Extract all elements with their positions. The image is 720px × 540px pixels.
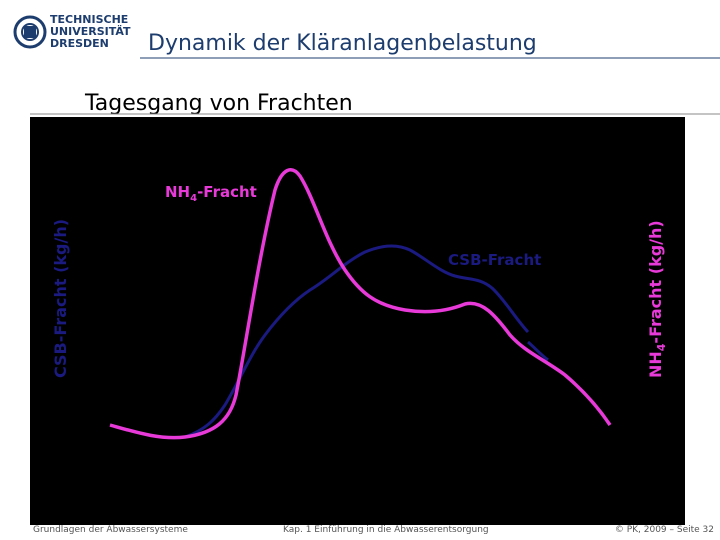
csb-label: CSB-Fracht: [448, 251, 541, 269]
text-part: -Fracht (kg/h): [646, 220, 665, 343]
slide-title: Dynamik der Kläranlagenbelastung: [148, 31, 537, 56]
right-axis-label: NH4-Fracht (kg/h): [646, 220, 668, 378]
text-part: NH: [165, 183, 190, 201]
logo-text: DRESDEN: [50, 37, 109, 50]
footer-left: Grundlagen der Abwassersysteme: [33, 525, 188, 535]
nh4-curve: [109, 168, 612, 440]
text-part: 4: [190, 193, 197, 204]
footer-right: © PK, 2009 – Seite 32: [615, 525, 714, 535]
csb-curve-end: [527, 340, 549, 362]
footer-center: Kap. 1 Einführung in die Abwasserentsorg…: [283, 525, 489, 535]
logo-text: TECHNISCHE: [50, 13, 128, 26]
text-part: 4: [655, 343, 668, 351]
text-part: NH: [646, 351, 665, 378]
left-axis-label: CSB-Fracht (kg/h): [51, 219, 70, 378]
nh4-label: NH4-Fracht: [165, 183, 257, 204]
logo-text: UNIVERSITÄT: [50, 24, 131, 38]
chart-background: [30, 117, 685, 525]
logo: TECHNISCHE UNIVERSITÄT DRESDEN: [13, 13, 131, 50]
subtitle: Tagesgang von Frachten: [84, 91, 353, 116]
text-part: -Fracht: [197, 183, 257, 201]
